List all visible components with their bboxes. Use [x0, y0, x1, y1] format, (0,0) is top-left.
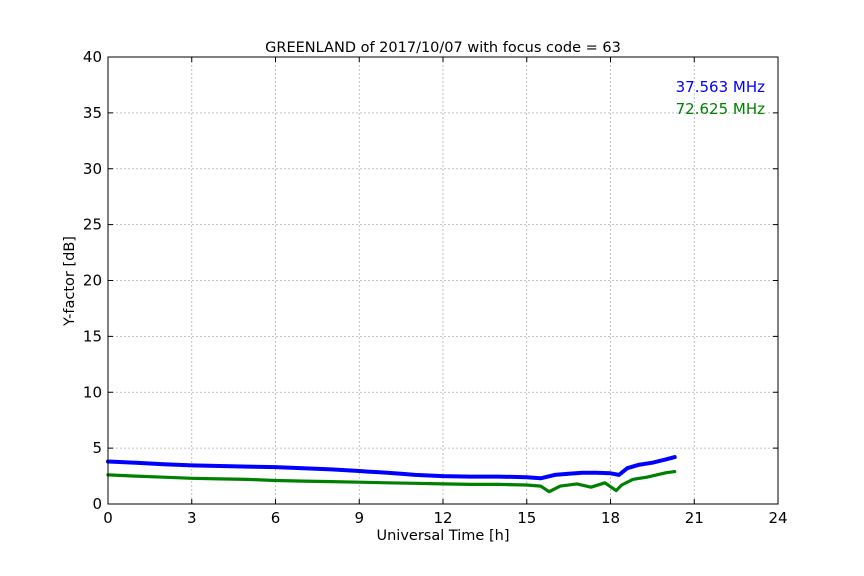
x-tick-label: 9: [354, 509, 364, 527]
y-tick-label: 10: [83, 383, 102, 401]
legend: 37.563 MHz 72.625 MHz: [676, 78, 765, 118]
y-tick-label: 20: [83, 272, 102, 290]
x-tick-label: 6: [271, 509, 281, 527]
y-tick-label: 40: [83, 48, 102, 66]
y-tick-label: 0: [92, 495, 102, 513]
legend-entry-2: 72.625 MHz: [676, 100, 765, 118]
y-tick-label: 35: [83, 104, 102, 122]
series-line-1: [106, 455, 677, 481]
x-tick-label: 12: [433, 509, 452, 527]
series-layer: [106, 455, 677, 494]
axis-ticks: 0 3 6 9 12 15 18 21 24 0 5 10 15 20 25 30 35 40: [83, 48, 788, 527]
x-tick-label: 15: [517, 509, 536, 527]
chart-title: GREENLAND of 2017/10/07 with focus code …: [265, 40, 621, 56]
legend-entry-1: 37.563 MHz: [676, 78, 765, 96]
y-tick-label: 5: [92, 439, 102, 457]
y-tick-label: 25: [83, 216, 102, 234]
y-tick-label: 15: [83, 327, 102, 345]
x-tick-label: 24: [768, 509, 787, 527]
x-tick-label: 0: [103, 509, 113, 527]
x-tick-label: 21: [685, 509, 704, 527]
y-axis-label: Y-factor [dB]: [62, 236, 78, 327]
x-tick-label: 18: [601, 509, 620, 527]
x-axis-label: Universal Time [h]: [377, 528, 510, 544]
x-tick-label: 3: [187, 509, 197, 527]
series-line-2: [106, 470, 677, 494]
y-tick-label: 30: [83, 160, 102, 178]
